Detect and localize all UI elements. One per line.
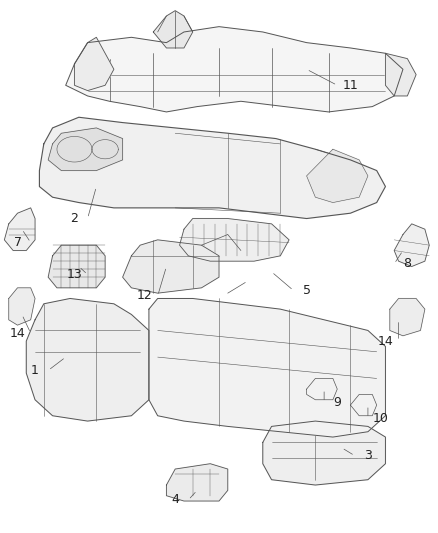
Text: 2: 2 (71, 212, 78, 225)
Polygon shape (4, 208, 35, 251)
Polygon shape (149, 298, 385, 437)
Polygon shape (307, 378, 337, 400)
Polygon shape (26, 298, 149, 421)
Polygon shape (263, 421, 385, 485)
Text: 9: 9 (333, 396, 341, 409)
Text: 1: 1 (31, 364, 39, 377)
Polygon shape (350, 394, 377, 416)
Text: 12: 12 (137, 289, 152, 302)
Polygon shape (74, 37, 114, 91)
Text: 8: 8 (403, 257, 411, 270)
Polygon shape (394, 224, 429, 266)
Polygon shape (307, 149, 368, 203)
Text: 11: 11 (343, 79, 358, 92)
Polygon shape (390, 298, 425, 336)
Text: 13: 13 (67, 268, 82, 281)
Text: 4: 4 (171, 494, 179, 506)
Polygon shape (48, 245, 105, 288)
Text: 7: 7 (14, 236, 21, 249)
Text: 14: 14 (10, 327, 25, 340)
Polygon shape (123, 240, 219, 293)
Polygon shape (39, 117, 385, 219)
Polygon shape (66, 27, 403, 112)
Polygon shape (180, 219, 289, 261)
Text: 5: 5 (303, 284, 311, 297)
Polygon shape (385, 53, 416, 96)
Polygon shape (166, 464, 228, 501)
Text: 14: 14 (378, 335, 393, 348)
Polygon shape (48, 128, 123, 171)
Text: 3: 3 (364, 449, 372, 462)
Polygon shape (9, 288, 35, 325)
Polygon shape (153, 11, 193, 48)
Text: 10: 10 (373, 412, 389, 425)
